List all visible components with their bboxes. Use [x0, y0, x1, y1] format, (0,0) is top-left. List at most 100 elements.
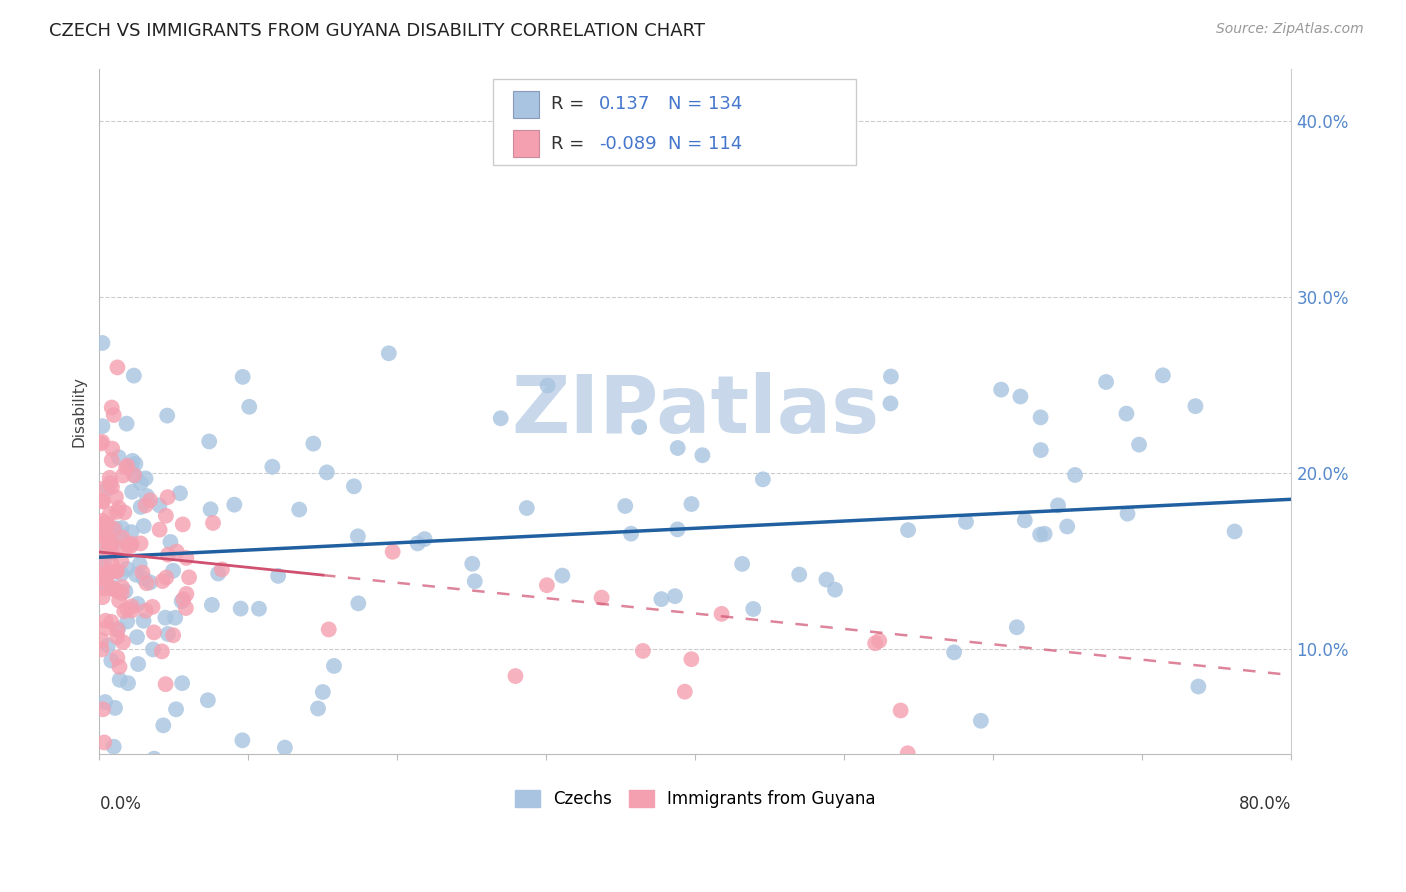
Point	[155, 610, 177, 624]
Point	[1029, 410, 1052, 425]
Point	[614, 499, 637, 513]
Point	[681, 652, 703, 666]
Point	[179, 756, 201, 770]
Point	[347, 596, 370, 610]
Legend: Czechs, Immigrants from Guyana: Czechs, Immigrants from Guyana	[509, 783, 883, 814]
Point	[176, 587, 198, 601]
Point	[172, 592, 194, 607]
Point	[101, 442, 124, 456]
Point	[141, 599, 163, 614]
Y-axis label: Disability: Disability	[72, 376, 86, 447]
Point	[128, 557, 150, 571]
Point	[91, 567, 114, 582]
Point	[166, 544, 188, 558]
Point	[1014, 513, 1036, 527]
FancyBboxPatch shape	[513, 130, 540, 158]
Point	[880, 369, 903, 384]
Point	[111, 531, 134, 545]
Point	[121, 603, 143, 617]
Point	[1116, 507, 1139, 521]
Point	[90, 633, 112, 648]
Point	[94, 621, 117, 635]
Point	[93, 518, 115, 533]
Point	[100, 476, 122, 491]
Point	[731, 557, 754, 571]
Point	[815, 573, 838, 587]
Point	[90, 520, 112, 534]
Point	[156, 490, 179, 504]
Point	[231, 733, 253, 747]
Point	[97, 531, 120, 545]
Point	[104, 521, 127, 535]
Point	[211, 562, 233, 576]
Point	[93, 482, 115, 496]
Point	[307, 701, 329, 715]
Point	[787, 567, 810, 582]
Point	[100, 545, 122, 559]
Point	[162, 628, 184, 642]
Point	[132, 614, 155, 628]
Point	[103, 408, 125, 422]
Point	[91, 494, 114, 508]
Point	[122, 468, 145, 483]
Point	[165, 702, 187, 716]
Point	[824, 582, 846, 597]
Point	[112, 505, 135, 519]
Point	[1187, 680, 1209, 694]
Point	[91, 434, 114, 449]
Point	[155, 677, 177, 691]
Point	[347, 529, 370, 543]
Point	[100, 401, 122, 415]
Point	[108, 500, 131, 515]
Point	[591, 591, 613, 605]
Point	[129, 536, 152, 550]
Point	[232, 370, 254, 384]
Point	[108, 673, 131, 687]
Point	[129, 500, 152, 514]
Point	[101, 581, 124, 595]
Point	[1128, 437, 1150, 451]
Point	[381, 545, 404, 559]
Point	[343, 479, 366, 493]
Point	[135, 604, 157, 618]
Point	[139, 575, 162, 590]
Point	[90, 558, 112, 572]
Point	[710, 607, 733, 621]
Point	[94, 614, 117, 628]
Point	[201, 598, 224, 612]
Point	[868, 633, 890, 648]
Point	[117, 539, 139, 553]
Point	[115, 615, 138, 629]
Point	[666, 522, 689, 536]
Point	[312, 685, 335, 699]
Point	[516, 501, 538, 516]
Point	[90, 514, 112, 528]
Point	[111, 586, 134, 600]
Point	[890, 704, 912, 718]
Point	[413, 532, 436, 546]
Text: N = 134: N = 134	[668, 95, 742, 113]
Text: R =: R =	[551, 95, 591, 113]
Point	[162, 564, 184, 578]
Point	[93, 582, 115, 596]
Point	[288, 502, 311, 516]
Point	[117, 676, 139, 690]
Point	[104, 490, 127, 504]
Point	[681, 497, 703, 511]
Point	[1029, 443, 1052, 458]
Point	[955, 515, 977, 529]
Text: 80.0%: 80.0%	[1239, 796, 1292, 814]
Point	[620, 526, 643, 541]
Point	[1010, 390, 1032, 404]
Point	[103, 522, 125, 536]
Point	[650, 592, 672, 607]
Point	[115, 460, 138, 475]
Point	[152, 574, 174, 588]
Point	[1095, 375, 1118, 389]
Point	[121, 599, 143, 614]
Point	[111, 468, 134, 483]
Point	[200, 502, 222, 516]
Point	[198, 434, 221, 449]
Point	[970, 714, 993, 728]
Point	[96, 530, 118, 544]
